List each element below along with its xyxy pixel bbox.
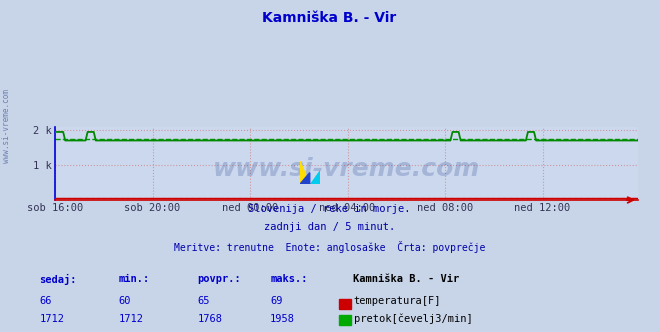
Text: 1958: 1958 <box>270 314 295 324</box>
Text: 60: 60 <box>119 296 131 306</box>
Polygon shape <box>300 161 310 184</box>
Text: maks.:: maks.: <box>270 274 308 284</box>
Text: 65: 65 <box>198 296 210 306</box>
Text: min.:: min.: <box>119 274 150 284</box>
Text: Kamniška B. - Vir: Kamniška B. - Vir <box>353 274 459 284</box>
Text: povpr.:: povpr.: <box>198 274 241 284</box>
Text: 1712: 1712 <box>119 314 144 324</box>
Text: 1712: 1712 <box>40 314 65 324</box>
Text: 1768: 1768 <box>198 314 223 324</box>
Text: Meritve: trenutne  Enote: anglosaške  Črta: povprečje: Meritve: trenutne Enote: anglosaške Črta… <box>174 241 485 253</box>
Text: www.si-vreme.com: www.si-vreme.com <box>2 89 11 163</box>
Text: pretok[čevelj3/min]: pretok[čevelj3/min] <box>354 314 473 324</box>
Text: 69: 69 <box>270 296 283 306</box>
Text: www.si-vreme.com: www.si-vreme.com <box>213 157 480 181</box>
Polygon shape <box>300 173 310 184</box>
Text: temperatura[F]: temperatura[F] <box>354 296 442 306</box>
Text: 66: 66 <box>40 296 52 306</box>
Polygon shape <box>310 170 320 184</box>
Text: Slovenija / reke in morje.: Slovenija / reke in morje. <box>248 204 411 214</box>
Text: zadnji dan / 5 minut.: zadnji dan / 5 minut. <box>264 222 395 232</box>
Text: sedaj:: sedaj: <box>40 274 77 285</box>
Text: Kamniška B. - Vir: Kamniška B. - Vir <box>262 11 397 25</box>
